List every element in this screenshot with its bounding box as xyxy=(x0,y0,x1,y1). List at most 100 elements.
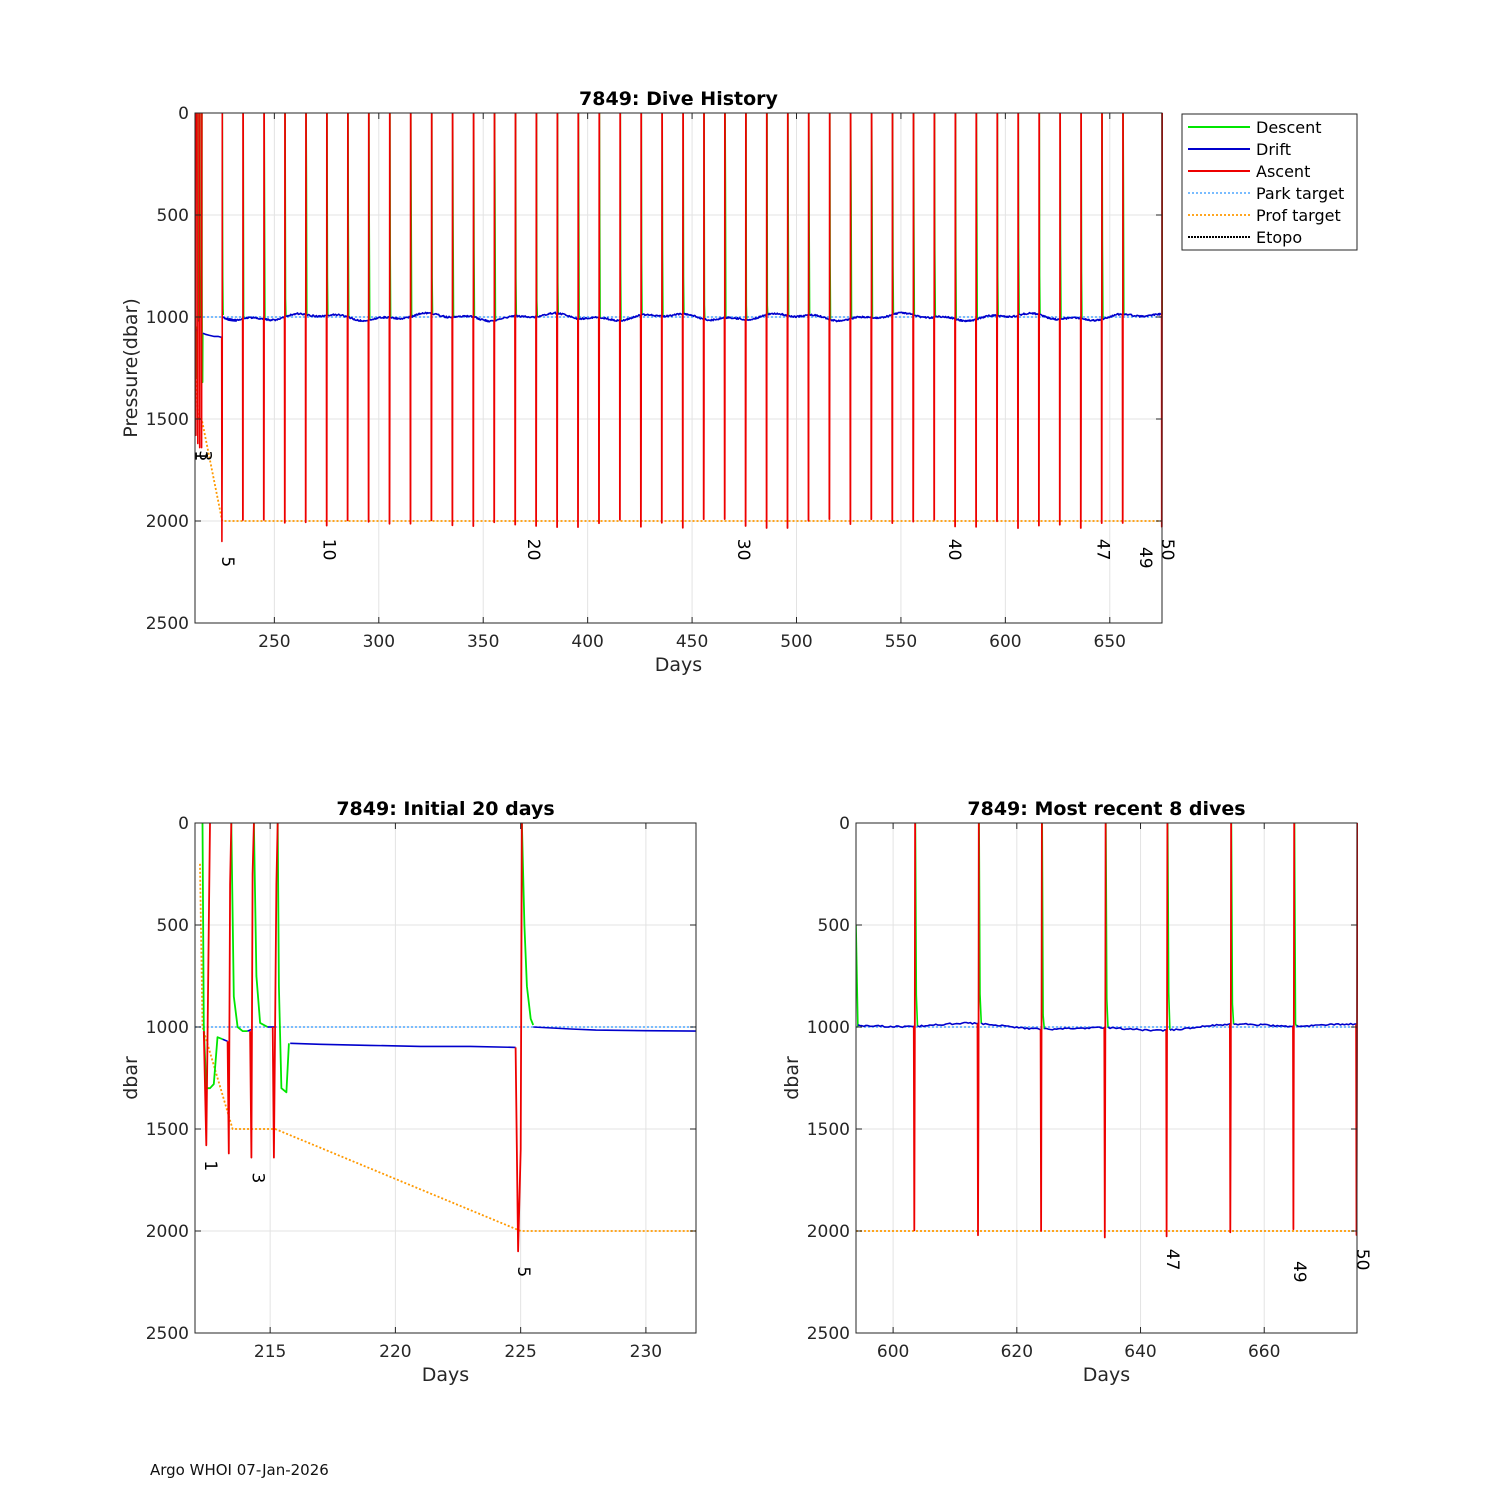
legend-label-ascent: Ascent xyxy=(1256,162,1310,181)
x-tick-label: 250 xyxy=(258,632,290,652)
y-tick-label: 1000 xyxy=(807,1018,850,1038)
drift-segment xyxy=(533,1026,697,1032)
drift-segment xyxy=(243,316,265,321)
drift-segment xyxy=(1102,312,1124,321)
legend-label-drift: Drift xyxy=(1256,140,1291,159)
drift-segment xyxy=(746,313,768,322)
y-tick-label: 1000 xyxy=(146,1018,189,1038)
frame-initial: 215 220 225 230 0 500 1000 1500 2000 2500 7849: In… xyxy=(120,798,697,1386)
ascent-segment xyxy=(912,822,916,1232)
drift-segment xyxy=(857,1024,915,1029)
drift-segment xyxy=(872,313,893,320)
ascent-segment xyxy=(681,112,684,529)
ascent-segment xyxy=(1121,112,1124,524)
y-tick-label: 2000 xyxy=(807,1222,850,1242)
y-tick-label: 500 xyxy=(157,916,189,936)
legend-label-descent: Descent xyxy=(1256,118,1322,137)
ascent-series xyxy=(912,822,1358,1239)
drift-segment xyxy=(850,315,873,320)
plot-area-history xyxy=(195,113,1162,623)
drift-segment xyxy=(1169,1022,1232,1032)
y-tick-label: 1500 xyxy=(146,1120,189,1140)
drift-segment xyxy=(997,314,1019,319)
legend: Descent Drift Ascent Park target Prof target… xyxy=(1181,113,1358,251)
drift-segment xyxy=(1233,1022,1295,1028)
x-tick-label: 350 xyxy=(467,632,499,652)
drift-segment xyxy=(285,312,307,318)
drift-segment xyxy=(725,316,746,321)
drift-segment xyxy=(473,315,495,323)
ascent-series xyxy=(202,822,523,1253)
x-tick-label: 215 xyxy=(254,1342,286,1362)
drift-segment xyxy=(578,315,600,321)
drift-segment xyxy=(704,316,726,322)
drift-segment xyxy=(788,313,809,319)
drift-segment xyxy=(808,313,831,321)
dive-label-49: 49 xyxy=(1289,1261,1309,1283)
dive-label-30: 30 xyxy=(733,539,753,561)
ascent-segment xyxy=(1229,822,1232,1234)
drift-segment xyxy=(1060,316,1082,321)
x-tick-label: 550 xyxy=(885,632,917,652)
drift-segment xyxy=(494,314,516,322)
drift-series xyxy=(222,1026,697,1049)
drift-segment xyxy=(557,312,579,321)
drift-segment xyxy=(202,332,222,339)
dive-label-20: 20 xyxy=(523,539,543,561)
descent-segment xyxy=(253,822,269,1028)
x-tick-label: 600 xyxy=(877,1342,909,1362)
ascent-series xyxy=(241,112,1163,529)
drift-segment xyxy=(1039,313,1061,321)
drift-segment xyxy=(1107,1026,1168,1032)
ascent-segment xyxy=(220,112,224,543)
y-tick-label: 0 xyxy=(839,814,850,834)
ascent-segment xyxy=(514,822,523,1253)
drift-segment xyxy=(432,312,454,319)
series-initial xyxy=(195,822,697,1253)
ascent-segment xyxy=(202,822,211,1147)
ascent-segment xyxy=(556,112,559,528)
drift-segment xyxy=(1123,312,1163,318)
drift-segment xyxy=(453,314,474,319)
dive-label-1: 1 xyxy=(191,450,211,461)
ascent-series xyxy=(195,112,224,543)
y-tick-label: 1500 xyxy=(146,410,189,430)
x-tick-label: 400 xyxy=(571,632,603,652)
y-tick-label: 0 xyxy=(178,104,189,124)
x-axis-label: Days xyxy=(1083,1364,1130,1386)
legend-label-park-target: Park target xyxy=(1256,184,1344,203)
ascent-segment xyxy=(1292,822,1296,1231)
drift-segment xyxy=(390,315,411,321)
dive-label-47: 47 xyxy=(1162,1249,1182,1271)
legend-box xyxy=(1181,113,1358,251)
frame-recent: 600 620 640 660 0 500 1000 1500 2000 2500 7849: Mo… xyxy=(781,798,1358,1386)
axes-box xyxy=(194,822,697,1334)
series-history xyxy=(195,112,1163,543)
descent-series xyxy=(201,822,535,1094)
x-tick-label: 230 xyxy=(630,1342,662,1362)
ascent-segment xyxy=(514,112,517,526)
drift-segment xyxy=(411,311,433,319)
axes-initial xyxy=(195,822,696,1334)
legend-label-etopo: Etopo xyxy=(1256,228,1302,247)
drift-segment xyxy=(264,315,286,322)
dive-label-50: 50 xyxy=(1157,539,1177,561)
ascent-segment xyxy=(597,112,601,525)
prof-target-line xyxy=(199,863,696,1232)
drift-segment xyxy=(1044,1026,1106,1031)
ascent-segment xyxy=(226,822,233,1155)
x-tick-label: 640 xyxy=(1124,1342,1156,1362)
y-tick-label: 2500 xyxy=(146,1324,189,1344)
drift-segment xyxy=(599,316,621,323)
frame-history: 250 300 350 400 450 500 550 600 650 0 500 1000 1500 2… xyxy=(120,88,1163,676)
dive-label-5: 5 xyxy=(217,556,237,567)
y-tick-label: 0 xyxy=(178,814,189,834)
x-tick-label: 620 xyxy=(1001,1342,1033,1362)
legend-label-prof-target: Prof target xyxy=(1256,206,1341,225)
drift-segment xyxy=(662,312,684,318)
x-tick-label: 600 xyxy=(989,632,1021,652)
drift-segment xyxy=(980,1022,1042,1031)
drift-series xyxy=(857,1021,1358,1032)
dive-label-5: 5 xyxy=(513,1266,533,1277)
